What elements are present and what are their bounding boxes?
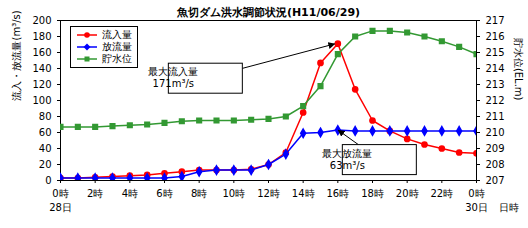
svg-text:214: 214 <box>486 63 505 74</box>
svg-text:208: 208 <box>486 159 505 170</box>
svg-text:160: 160 <box>32 47 51 58</box>
svg-text:8時: 8時 <box>191 188 207 199</box>
svg-text:100: 100 <box>32 95 51 106</box>
svg-text:20: 20 <box>39 159 52 170</box>
svg-text:18時: 18時 <box>361 188 384 199</box>
svg-text:0時: 0時 <box>468 188 484 199</box>
svg-text:212: 212 <box>486 95 505 106</box>
svg-text:流入・放流量(m³/s): 流入・放流量(m³/s) <box>11 10 22 100</box>
svg-text:210: 210 <box>486 127 505 138</box>
svg-text:30日: 30日 <box>465 202 488 213</box>
svg-text:209: 209 <box>486 143 505 154</box>
svg-text:120: 120 <box>32 79 51 90</box>
svg-text:12時: 12時 <box>257 188 280 199</box>
svg-text:213: 213 <box>486 79 505 90</box>
svg-text:211: 211 <box>486 111 505 122</box>
svg-text:魚切ダム洪水調節状況(H11/06/29): 魚切ダム洪水調節状況(H11/06/29) <box>176 6 360 19</box>
svg-text:40: 40 <box>39 143 52 154</box>
svg-text:200: 200 <box>32 15 51 26</box>
svg-text:216: 216 <box>486 31 505 42</box>
svg-text:14時: 14時 <box>292 188 315 199</box>
svg-text:日時: 日時 <box>499 202 519 213</box>
svg-text:6時: 6時 <box>156 188 172 199</box>
svg-text:2時: 2時 <box>87 188 103 199</box>
svg-text:60: 60 <box>39 127 52 138</box>
html-text:放流量: 放流量 <box>102 41 132 52</box>
svg-text:28日: 28日 <box>49 202 72 213</box>
svg-text:217: 217 <box>486 15 505 26</box>
svg-text:最大放流量63m³/s: 最大放流量63m³/s <box>322 148 372 171</box>
svg-text:207: 207 <box>486 175 505 186</box>
svg-text:22時: 22時 <box>430 188 453 199</box>
svg-text:140: 140 <box>32 63 51 74</box>
svg-text:0時: 0時 <box>52 188 68 199</box>
svg-text:4時: 4時 <box>122 188 138 199</box>
svg-text:80: 80 <box>39 111 52 122</box>
svg-text:最大流入量171m³/s: 最大流入量171m³/s <box>148 66 198 89</box>
svg-text:貯水位(EL.m): 貯水位(EL.m) <box>513 38 524 101</box>
svg-text:180: 180 <box>32 31 51 42</box>
html-text:流入量: 流入量 <box>102 29 132 40</box>
svg-text:215: 215 <box>486 47 505 58</box>
svg-text:10時: 10時 <box>222 188 245 199</box>
svg-text:20時: 20時 <box>396 188 419 199</box>
svg-text:16時: 16時 <box>326 188 349 199</box>
svg-text:0: 0 <box>45 175 51 186</box>
html-text:貯水位: 貯水位 <box>102 53 132 64</box>
